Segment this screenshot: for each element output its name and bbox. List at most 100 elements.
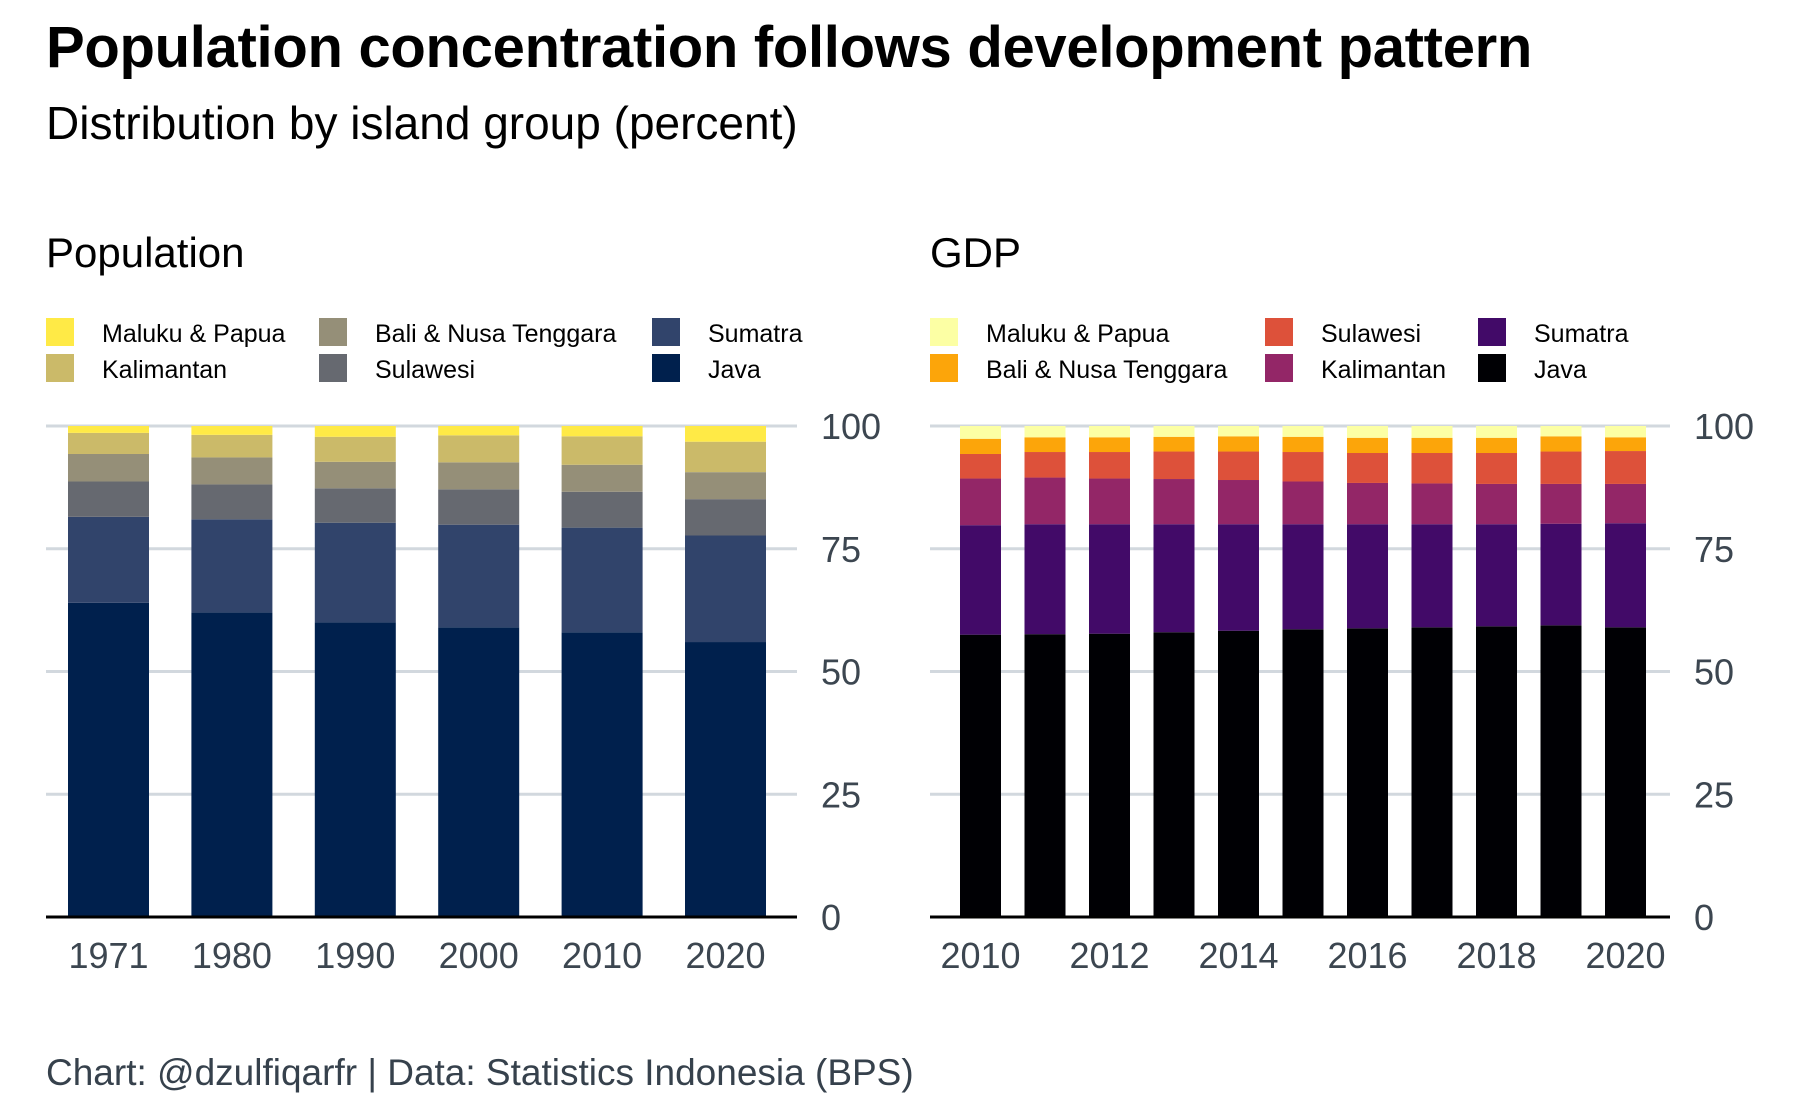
bar-segment [1411, 483, 1453, 525]
bar-segment [561, 527, 643, 633]
y-tick-label: 75 [1694, 529, 1734, 570]
bar-segment [1024, 524, 1066, 635]
legend-label: Kalimantan [102, 356, 227, 384]
x-tick-label: 2010 [562, 935, 642, 976]
legend-item: Java [1478, 354, 1587, 384]
bar-segment [1476, 483, 1517, 525]
bar-segment [1218, 436, 1259, 452]
bar-segment [561, 632, 643, 917]
bar-segment [1089, 452, 1130, 479]
bar-segment [1282, 481, 1324, 525]
bar-segment [191, 612, 273, 917]
legend-swatch [652, 354, 680, 382]
bar-segment [68, 426, 149, 433]
legend-label: Maluku & Papua [986, 320, 1170, 348]
bar-segment [1347, 453, 1388, 483]
bar-segment [314, 436, 396, 462]
bar-segment [561, 491, 643, 528]
bar-segment [438, 462, 520, 490]
bar-segment [1218, 630, 1259, 917]
legend-label: Kalimantan [1321, 356, 1446, 384]
bar-segment [685, 642, 766, 917]
legend-item: Sulawesi [1265, 318, 1421, 348]
bar-segment [1540, 523, 1582, 626]
bar-segment [191, 484, 273, 520]
bar-segment [1540, 451, 1582, 484]
bar-segment [1411, 437, 1453, 454]
bar-segment [1024, 426, 1066, 438]
y-tick-label: 0 [821, 897, 841, 938]
bar-segment [314, 488, 396, 523]
legend-label: Bali & Nusa Tenggara [986, 356, 1227, 384]
bar-segment [1153, 524, 1195, 633]
panel-title: GDP [930, 229, 1021, 276]
y-tick-label: 75 [821, 529, 861, 570]
bar-segment [68, 432, 149, 454]
bar-segment [1605, 426, 1646, 438]
bar-segment [1411, 426, 1453, 438]
x-tick-label: 2012 [1069, 935, 1149, 976]
bar-segment [1153, 426, 1195, 437]
bar-segment [561, 426, 643, 437]
x-tick-label: 2014 [1198, 935, 1278, 976]
panel-title: Population [46, 229, 245, 276]
legend-swatch [930, 318, 958, 346]
bar-segment [438, 435, 520, 463]
legend-item: Bali & Nusa Tenggara [930, 354, 1227, 384]
bar-segment [68, 481, 149, 517]
bar-segment [1089, 426, 1130, 438]
legend-item: Sumatra [652, 318, 803, 348]
bar-segment [1089, 633, 1130, 917]
bar-segment [191, 426, 273, 435]
x-tick-label: 1980 [192, 935, 272, 976]
bar-segment [1411, 627, 1453, 917]
bar-segment [1282, 452, 1324, 482]
legend-label: Sumatra [708, 320, 803, 348]
bar-segment [191, 519, 273, 613]
legend-label: Java [1534, 356, 1587, 384]
bar-segment [314, 426, 396, 437]
y-tick-label: 25 [821, 774, 861, 815]
bar-segment [1347, 482, 1388, 525]
bar-segment [1089, 478, 1130, 525]
bar-segment [1411, 524, 1453, 628]
chart-panel-gdp: GDP Maluku & Papua Bali & Nusa Tenggara Sul… [930, 229, 1754, 976]
bar-segment [960, 453, 1001, 479]
bar-segment [1540, 426, 1582, 437]
legend-label: Sulawesi [375, 356, 475, 384]
legend-item: Kalimantan [1265, 354, 1446, 384]
x-tick-label: 2000 [439, 935, 519, 976]
bar-segment [1153, 479, 1195, 525]
bar-segment [1218, 451, 1259, 481]
bar-segment [685, 472, 766, 500]
bar-segment [1218, 426, 1259, 437]
bar-segment [561, 464, 643, 492]
legend-item: Java [652, 354, 761, 384]
bar-segment [1476, 426, 1517, 438]
bar-segment [1540, 483, 1582, 524]
legend-swatch [1265, 318, 1293, 346]
bar-segment [1218, 480, 1259, 525]
bar-segment [1476, 437, 1517, 454]
bar-segment [191, 457, 273, 485]
bar-segment [1218, 524, 1259, 631]
y-tick-label: 25 [1694, 774, 1734, 815]
bar-segment [685, 426, 766, 442]
bar-segment [685, 499, 766, 536]
bar-segment [960, 438, 1001, 454]
bar-segment [68, 602, 149, 917]
bar-segment [1024, 437, 1066, 453]
bar-segment [1024, 452, 1066, 478]
bar-segment [314, 461, 396, 489]
bar-segment [685, 441, 766, 473]
bar-segment [1282, 524, 1324, 630]
legend-item: Kalimantan [46, 354, 227, 384]
legend-label: Java [708, 356, 761, 384]
x-tick-label: 2010 [940, 935, 1020, 976]
y-tick-label: 100 [1694, 406, 1754, 447]
bar-segment [438, 627, 520, 917]
bar-segment [1282, 426, 1324, 437]
bar-segment [1089, 524, 1130, 634]
bar-segment [1282, 629, 1324, 917]
legend-swatch [1478, 318, 1506, 346]
